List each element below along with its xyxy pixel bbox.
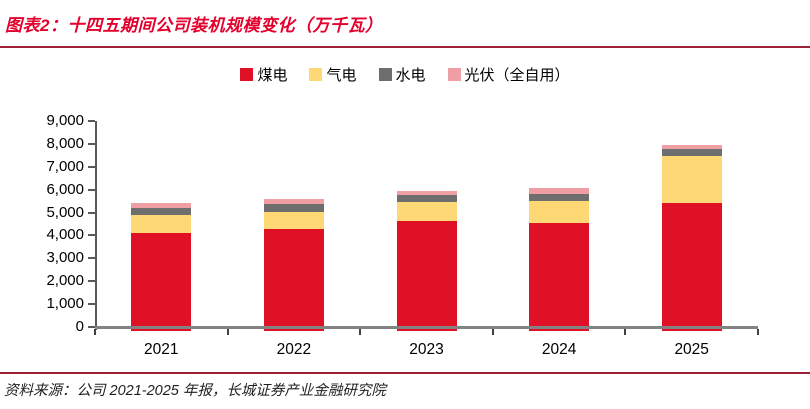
y-axis-label-0: 0 <box>75 318 84 335</box>
bar-segment-hydro-2021 <box>131 208 192 216</box>
y-axis-label-7000: 7,000 <box>46 157 84 175</box>
y-tick-2000 <box>88 280 95 283</box>
bar-segment-gas-2024 <box>529 200 590 224</box>
x-axis-line <box>95 326 758 329</box>
legend-item-coal: 煤电 <box>240 64 287 85</box>
x-boundary-tick-1 <box>226 329 229 335</box>
y-axis-label-6000: 6,000 <box>46 180 84 198</box>
bar-segment-hydro-2022 <box>263 204 324 212</box>
legend-swatch-coal <box>240 67 254 81</box>
legend-item-hydro: 水电 <box>378 64 426 85</box>
x-axis-label-2021: 2021 <box>144 341 179 358</box>
y-tick-9000 <box>88 120 95 122</box>
x-axis-label-2024: 2024 <box>541 341 577 358</box>
y-tick-1000 <box>88 303 95 306</box>
x-boundary-tick-0 <box>94 329 96 335</box>
y-axis-label-1000: 1,000 <box>46 295 84 313</box>
bar-segment-gas-2023 <box>396 202 457 221</box>
x-axis-label-2025: 2025 <box>674 341 709 358</box>
bar-segment-coal-2024 <box>529 223 590 331</box>
bar-segment-coal-2025 <box>661 203 722 331</box>
y-axis-label-2000: 2,000 <box>46 272 84 290</box>
y-axis-line <box>95 121 97 330</box>
legend-swatch-pv <box>447 67 461 81</box>
x-axis-label-2023: 2023 <box>409 341 444 358</box>
bar-segment-hydro-2024 <box>529 194 590 201</box>
y-tick-4000 <box>88 234 95 237</box>
bar-segment-pv-2021 <box>131 202 192 209</box>
legend-swatch-hydro <box>378 67 392 81</box>
y-tick-3000 <box>88 257 95 260</box>
bar-segment-pv-2022 <box>263 199 324 205</box>
bar-segment-pv-2025 <box>661 144 722 149</box>
legend-label-pv: 光伏（全自用） <box>464 66 570 84</box>
bar-segment-coal-2023 <box>396 221 457 331</box>
title-divider <box>0 46 810 48</box>
x-boundary-tick-5 <box>757 329 759 335</box>
footer-divider <box>0 372 810 374</box>
source-note: 资料来源：公司 2021-2025 年报，长城证券产业金融研究院 <box>4 383 386 399</box>
x-axis-label-2022: 2022 <box>276 341 312 358</box>
y-tick-8000 <box>88 142 95 145</box>
bar-segment-gas-2025 <box>661 156 722 204</box>
bar-segment-pv-2023 <box>396 191 457 195</box>
y-axis-label-3000: 3,000 <box>46 249 84 267</box>
y-tick-0 <box>88 326 95 328</box>
y-axis-label-5000: 5,000 <box>46 203 84 221</box>
legend: 煤电 气电 水电 光伏（全自用） <box>0 64 810 84</box>
bar-segment-pv-2024 <box>529 188 590 194</box>
y-tick-6000 <box>88 188 95 191</box>
y-axis-label-9000: 9,000 <box>46 112 84 129</box>
y-axis-label-8000: 8,000 <box>46 134 84 152</box>
y-tick-7000 <box>88 165 95 168</box>
legend-swatch-gas <box>309 67 323 81</box>
legend-label-hydro: 水电 <box>395 66 426 84</box>
x-boundary-tick-4 <box>624 329 627 335</box>
bar-segment-hydro-2025 <box>661 148 722 157</box>
legend-label-gas: 气电 <box>326 66 357 84</box>
bar-segment-gas-2021 <box>131 215 192 233</box>
bar-segment-gas-2022 <box>263 211 324 230</box>
bar-segment-hydro-2023 <box>396 194 457 203</box>
legend-item-pv: 光伏（全自用） <box>447 64 570 85</box>
bar-segment-coal-2021 <box>131 232 192 331</box>
x-boundary-tick-3 <box>491 329 494 335</box>
page-title: 图表2：十四五期间公司装机规模变化（万千瓦） <box>5 16 383 35</box>
x-boundary-tick-2 <box>359 329 362 335</box>
bar-segment-coal-2022 <box>263 229 324 331</box>
legend-item-gas: 气电 <box>309 64 357 85</box>
legend-label-coal: 煤电 <box>257 66 288 84</box>
y-axis-label-4000: 4,000 <box>46 226 84 244</box>
y-tick-5000 <box>88 211 95 214</box>
